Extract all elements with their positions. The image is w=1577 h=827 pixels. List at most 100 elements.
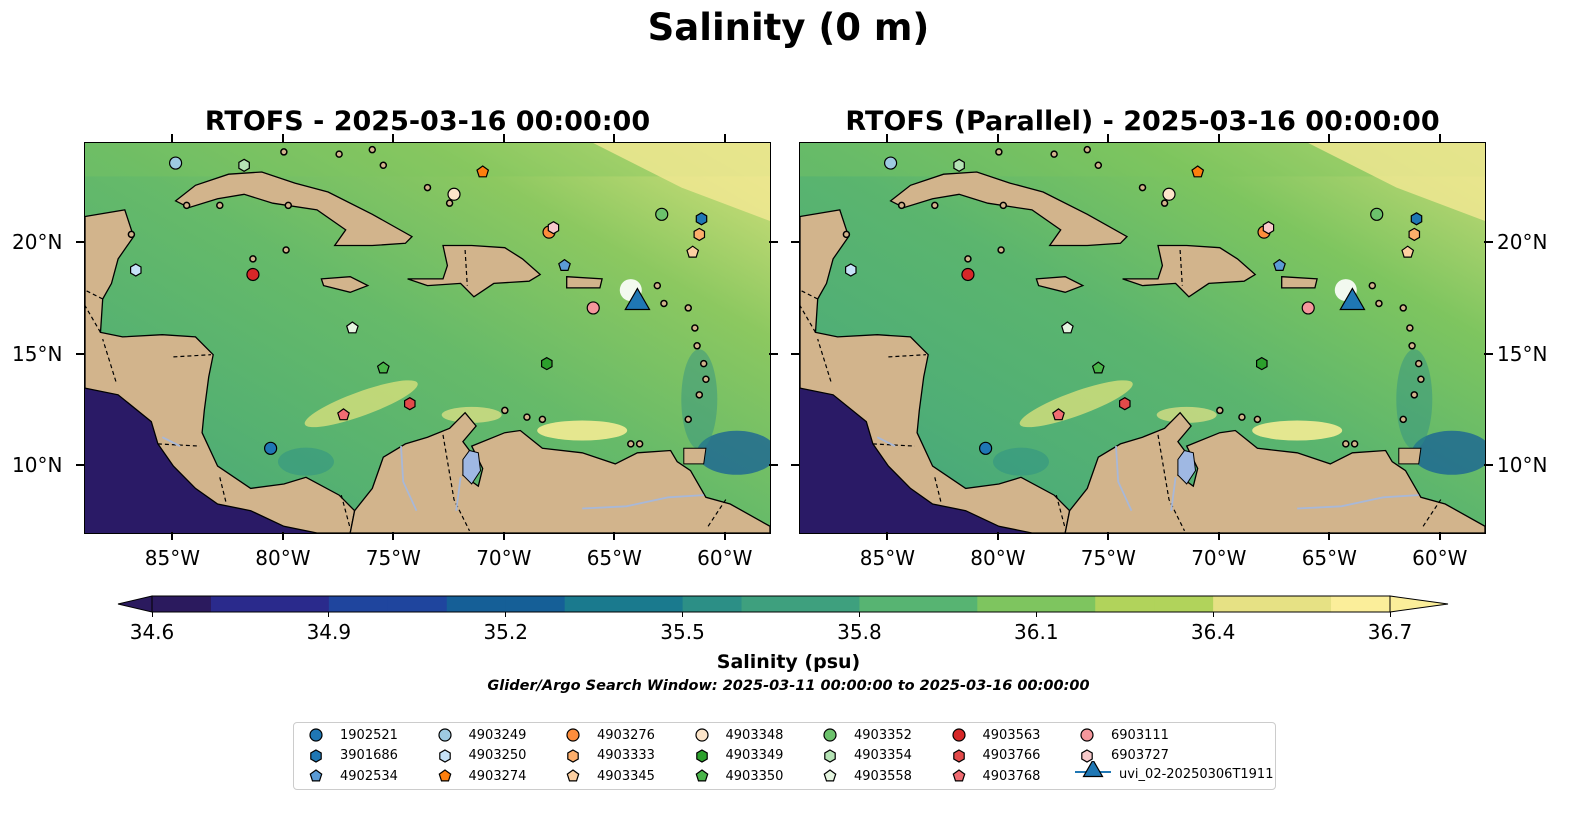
lon-tick: [1217, 532, 1220, 540]
figure-title: Salinity (0 m): [647, 6, 930, 49]
lat-label-right-20: 20°N: [1497, 230, 1548, 255]
float-1902521[interactable]: [979, 441, 993, 455]
float-4903352[interactable]: [655, 207, 669, 221]
float-6903727[interactable]: [1262, 221, 1275, 235]
float-4903345[interactable]: [686, 245, 700, 258]
float-6903111[interactable]: [1301, 301, 1315, 315]
float-1902521[interactable]: [264, 441, 278, 455]
float-4903333[interactable]: [693, 227, 706, 242]
legend-item-4903354: 4903354: [818, 747, 912, 765]
legend-marker[interactable]: [438, 748, 451, 763]
legend-marker[interactable]: [566, 769, 580, 782]
lat-tick: [76, 241, 85, 244]
float-4903558[interactable]: [1060, 321, 1074, 334]
float-4903352[interactable]: [1370, 207, 1384, 221]
lat-tick: [76, 352, 85, 355]
colorbar-segment: [1154, 596, 1214, 612]
lon-tick: [502, 134, 505, 142]
legend-marker[interactable]: [437, 728, 452, 742]
float-4903350[interactable]: [1091, 361, 1105, 374]
legend-marker[interactable]: [1081, 748, 1093, 763]
glider-marker[interactable]: [1339, 287, 1366, 311]
legend-marker[interactable]: [951, 728, 966, 742]
legend-marker[interactable]: [566, 728, 580, 742]
legend-marker[interactable]: [695, 748, 708, 763]
pentagon-marker-icon: [952, 769, 965, 782]
lat-tick: [791, 464, 800, 467]
map-panel-rtofs[interactable]: [84, 142, 771, 534]
circle-marker-icon: [823, 728, 837, 742]
legend-marker[interactable]: [438, 769, 451, 782]
float-3901686[interactable]: [695, 212, 708, 226]
legend-marker[interactable]: [310, 748, 322, 763]
float-4903766[interactable]: [404, 397, 416, 411]
colorbar-segment: [1272, 596, 1332, 612]
legend-label: 4903250: [468, 748, 527, 763]
float-6903111[interactable]: [586, 301, 600, 315]
float-4903250[interactable]: [129, 263, 142, 277]
colorbar-tick-34.9: 34.9: [306, 620, 352, 644]
lon-label--85: 85°W: [144, 546, 200, 570]
float-4903349[interactable]: [1256, 356, 1268, 371]
pentagon-marker-icon: [309, 769, 323, 782]
legend-label: 4903558: [854, 768, 912, 784]
float-4903249[interactable]: [168, 156, 183, 170]
legend-marker[interactable]: [952, 748, 965, 763]
float-4903563[interactable]: [961, 267, 975, 282]
legend-marker[interactable]: [695, 769, 708, 782]
legend-item-4903768: 4903768: [947, 767, 1040, 785]
float-4903350[interactable]: [376, 361, 390, 374]
legend-label: 4903563: [982, 727, 1041, 743]
float-4903563[interactable]: [246, 267, 260, 282]
float-4903354[interactable]: [953, 158, 965, 172]
legend-item-4903274: 4903274: [433, 767, 526, 785]
legend-marker[interactable]: [952, 769, 965, 782]
hexagon-marker-icon: [567, 748, 579, 763]
hispaniola-land: [1122, 244, 1257, 298]
legend-marker[interactable]: [694, 728, 709, 742]
float-3901686[interactable]: [1410, 212, 1423, 226]
float-4903274[interactable]: [476, 165, 490, 178]
map-panel-rtofs-parallel[interactable]: [799, 142, 1486, 534]
legend-marker[interactable]: [309, 769, 323, 782]
float-4903348[interactable]: [447, 187, 461, 201]
lon-tick: [1438, 134, 1441, 142]
float-4902534[interactable]: [558, 258, 571, 272]
float-6903727[interactable]: [547, 221, 560, 235]
glider-marker[interactable]: [624, 287, 651, 311]
float-4903249[interactable]: [883, 156, 898, 170]
legend-marker[interactable]: [823, 769, 837, 782]
legend-item-4903563: 4903563: [947, 726, 1041, 744]
colorbar-segment: [152, 596, 212, 612]
legend-marker[interactable]: [824, 748, 836, 763]
float-4903348[interactable]: [1162, 187, 1176, 201]
pentagon-marker-icon: [438, 769, 451, 782]
legend-marker[interactable]: [823, 728, 837, 742]
float-4903766[interactable]: [1119, 397, 1131, 411]
legend-marker[interactable]: [309, 728, 323, 742]
float-4903768[interactable]: [337, 408, 350, 421]
legend-marker[interactable]: [567, 748, 579, 763]
float-4902534[interactable]: [1273, 258, 1286, 272]
float-4903349[interactable]: [541, 356, 553, 371]
lon-tick: [1328, 532, 1331, 540]
float-4903354[interactable]: [238, 158, 250, 172]
legend-item-4903249: 4903249: [433, 726, 526, 744]
legend-marker[interactable]: [1080, 728, 1094, 742]
float-4903345[interactable]: [1401, 245, 1415, 258]
legend-glider-marker[interactable]: [1082, 761, 1104, 778]
jamaica-land: [320, 276, 370, 293]
hexagon-marker-icon: [438, 748, 451, 763]
panel-title-rtofs-parallel: RTOFS (Parallel) - 2025-03-16 00:00:00: [845, 106, 1440, 137]
float-4903768[interactable]: [1052, 408, 1065, 421]
legend-item-3901686: 3901686: [304, 747, 398, 765]
legend-label: 3901686: [340, 748, 398, 763]
colorbar-segment: [623, 596, 684, 612]
lon-label--60: 60°W: [697, 546, 753, 570]
float-4903333[interactable]: [1408, 227, 1421, 242]
float-4903558[interactable]: [345, 321, 359, 334]
float-4903250[interactable]: [844, 263, 857, 277]
circle-marker-icon: [694, 728, 709, 742]
colorbar-segment: [741, 596, 801, 612]
float-4903274[interactable]: [1191, 165, 1205, 178]
